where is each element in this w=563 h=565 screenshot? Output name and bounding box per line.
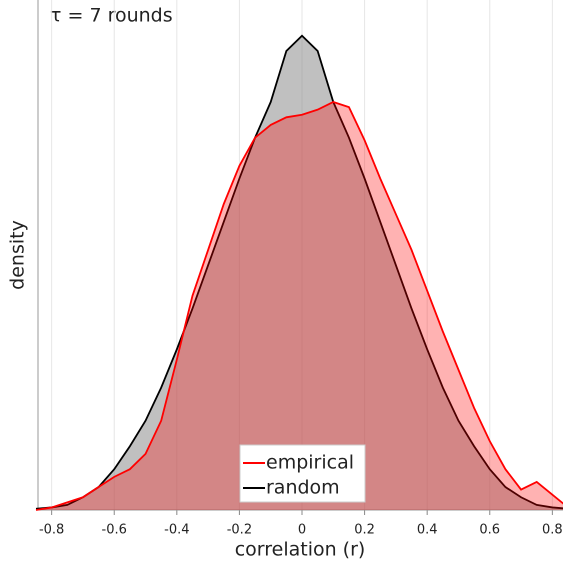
density-line xyxy=(35,101,563,511)
x-axis-label: correlation (r) xyxy=(235,539,366,561)
density-area xyxy=(36,102,563,510)
x-tick-label: 0.8 xyxy=(542,523,563,538)
legend-label: empirical xyxy=(266,452,354,474)
legend-label: random xyxy=(266,477,340,499)
x-tick-label: 0 xyxy=(298,523,306,538)
x-tick-label: -0.4 xyxy=(164,523,189,538)
x-tick-label: 0.6 xyxy=(479,523,500,538)
x-tick-label: -0.6 xyxy=(102,523,127,538)
annotation: τ = 7 rounds xyxy=(50,5,173,27)
x-tick-label: -0.2 xyxy=(227,523,252,538)
density-line xyxy=(35,34,563,510)
x-tick-label: 0.4 xyxy=(417,523,438,538)
y-axis-label: density xyxy=(7,220,29,290)
legend-box xyxy=(239,444,366,503)
x-tick-label: -0.8 xyxy=(39,523,64,538)
x-tick-label: 0.2 xyxy=(354,523,375,538)
